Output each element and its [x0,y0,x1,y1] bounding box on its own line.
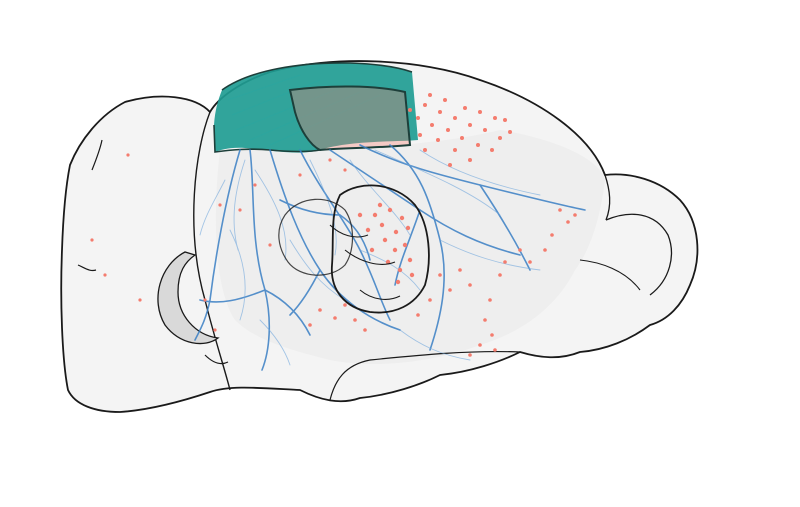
terminal-field-dots-icon [90,93,577,357]
cortical-source-region-icon [213,62,418,153]
thalamus-outline-icon [278,184,430,314]
